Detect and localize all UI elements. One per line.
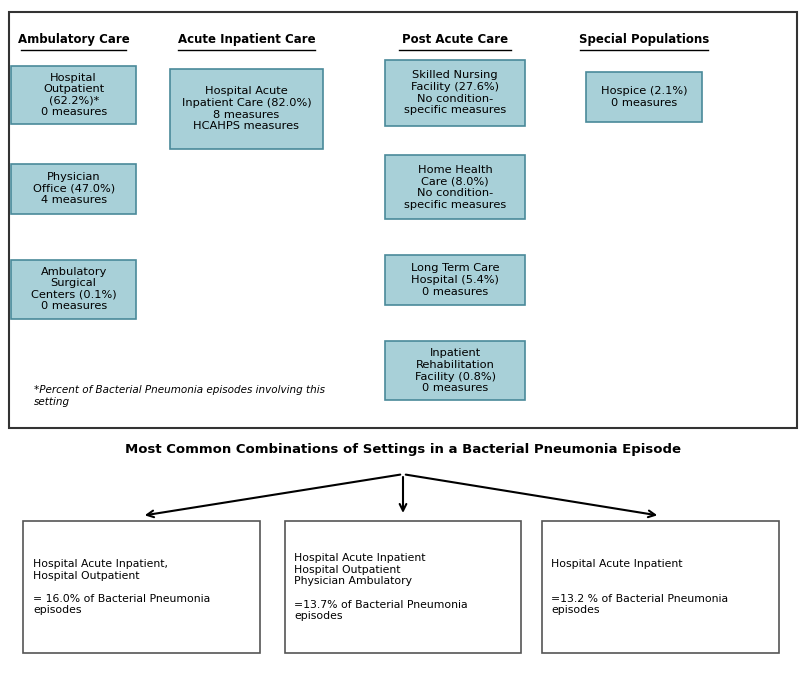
FancyBboxPatch shape	[542, 521, 779, 653]
FancyBboxPatch shape	[586, 72, 702, 122]
Text: Hospital Acute Inpatient
Hospital Outpatient
Physician Ambulatory

=13.7% of Bac: Hospital Acute Inpatient Hospital Outpat…	[294, 553, 467, 621]
FancyBboxPatch shape	[11, 260, 136, 319]
Text: Skilled Nursing
Facility (27.6%)
No condition-
specific measures: Skilled Nursing Facility (27.6%) No cond…	[404, 70, 506, 116]
Text: Long Term Care
Hospital (5.4%)
0 measures: Long Term Care Hospital (5.4%) 0 measure…	[411, 264, 500, 296]
Text: Inpatient
Rehabilitation
Facility (0.8%)
0 measures: Inpatient Rehabilitation Facility (0.8%)…	[415, 349, 496, 393]
Text: Hospice (2.1%)
0 measures: Hospice (2.1%) 0 measures	[600, 86, 688, 108]
Text: Hospital Acute
Inpatient Care (82.0%)
8 measures
HCAHPS measures: Hospital Acute Inpatient Care (82.0%) 8 …	[181, 86, 311, 132]
Text: Hospital Acute Inpatient


=13.2 % of Bacterial Pneumonia
episodes: Hospital Acute Inpatient =13.2 % of Bact…	[551, 559, 729, 615]
Text: Ambulatory Care: Ambulatory Care	[18, 33, 130, 45]
Text: Special Populations: Special Populations	[579, 33, 709, 45]
Text: Ambulatory
Surgical
Centers (0.1%)
0 measures: Ambulatory Surgical Centers (0.1%) 0 mea…	[31, 267, 117, 312]
Text: Home Health
Care (8.0%)
No condition-
specific measures: Home Health Care (8.0%) No condition- sp…	[404, 165, 506, 209]
Text: Most Common Combinations of Settings in a Bacterial Pneumonia Episode: Most Common Combinations of Settings in …	[125, 443, 681, 457]
FancyBboxPatch shape	[11, 164, 136, 214]
FancyBboxPatch shape	[385, 342, 526, 400]
Text: Acute Inpatient Care: Acute Inpatient Care	[177, 33, 315, 45]
Text: *Percent of Bacterial Pneumonia episodes involving this
setting: *Percent of Bacterial Pneumonia episodes…	[34, 386, 325, 407]
Text: Hospital Acute Inpatient,
Hospital Outpatient

= 16.0% of Bacterial Pneumonia
ep: Hospital Acute Inpatient, Hospital Outpa…	[33, 559, 210, 615]
FancyBboxPatch shape	[385, 255, 526, 305]
Text: Physician
Office (47.0%)
4 measures: Physician Office (47.0%) 4 measures	[32, 172, 114, 205]
FancyBboxPatch shape	[385, 60, 526, 126]
FancyBboxPatch shape	[170, 69, 322, 149]
FancyBboxPatch shape	[11, 65, 136, 125]
FancyBboxPatch shape	[285, 521, 521, 653]
FancyBboxPatch shape	[23, 521, 260, 653]
Text: Post Acute Care: Post Acute Care	[402, 33, 509, 45]
FancyBboxPatch shape	[385, 155, 526, 219]
Text: Hospital
Outpatient
(62.2%)*
0 measures: Hospital Outpatient (62.2%)* 0 measures	[40, 72, 107, 118]
FancyBboxPatch shape	[10, 12, 796, 428]
